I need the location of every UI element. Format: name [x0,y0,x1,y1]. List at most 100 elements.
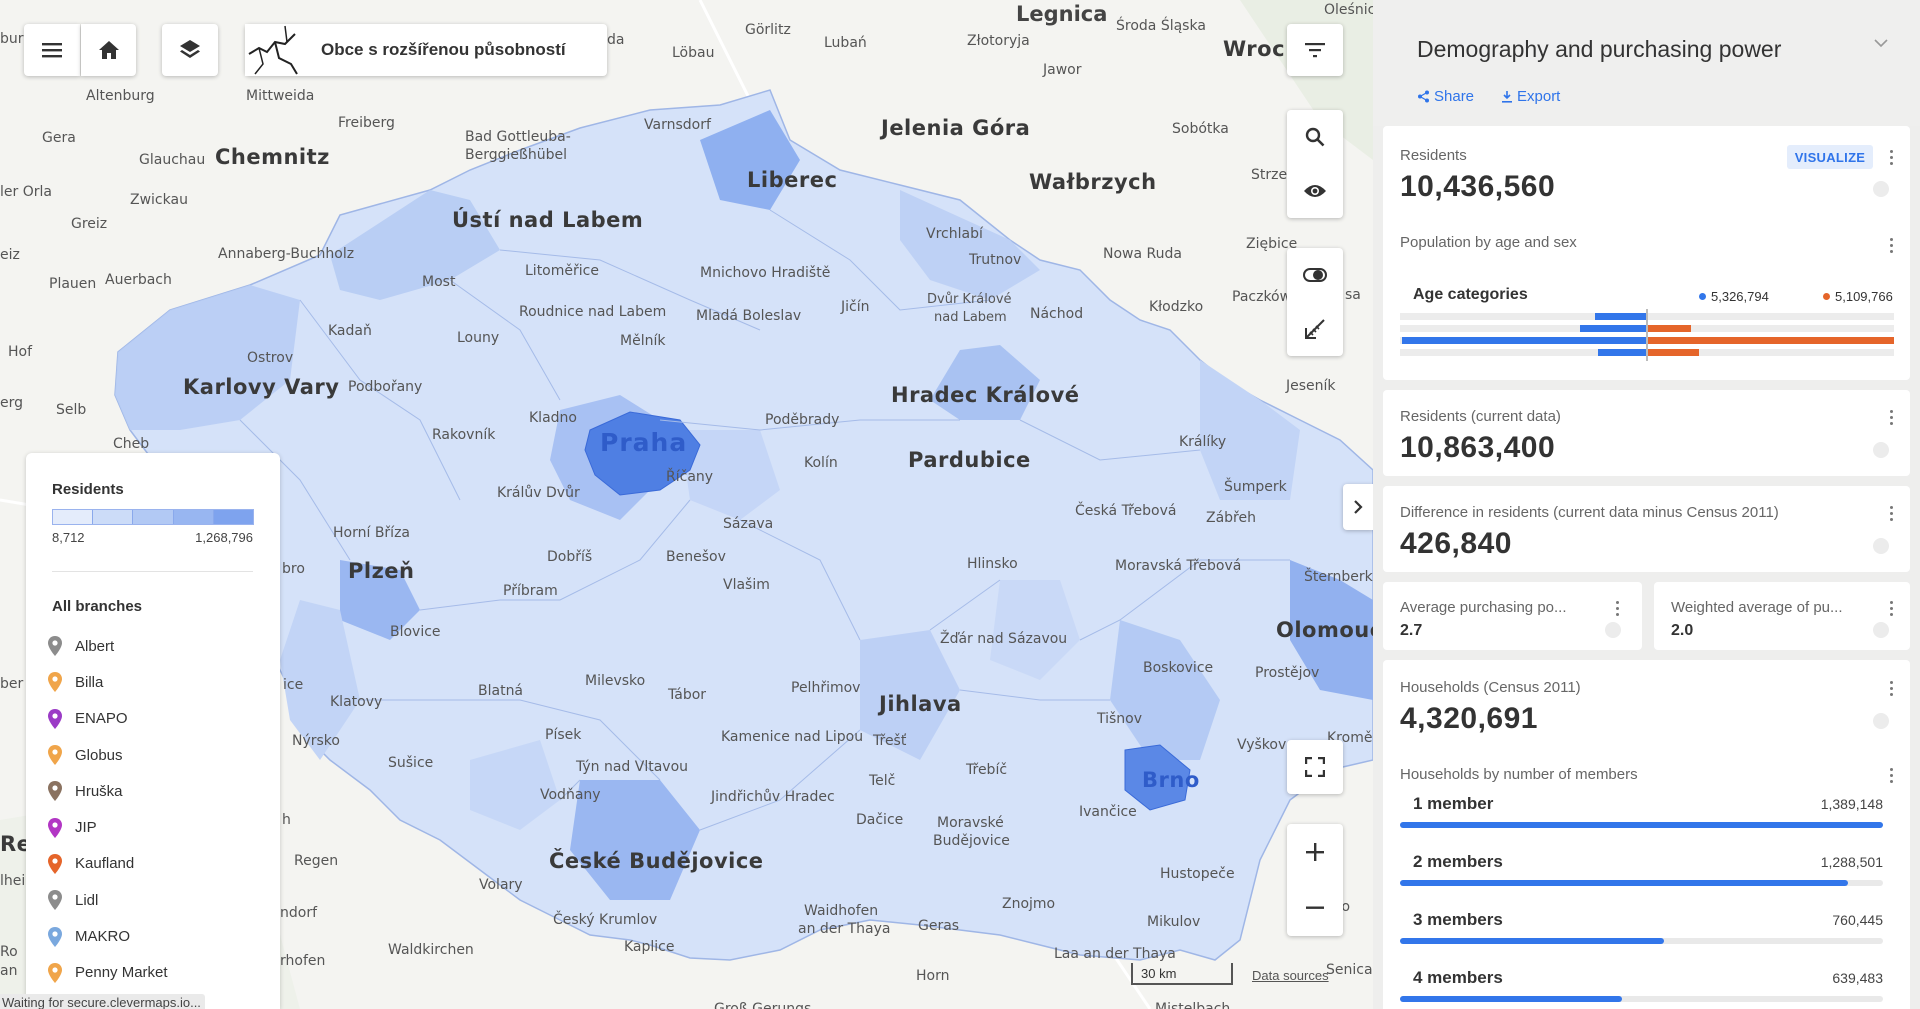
share-button[interactable]: Share [1417,88,1474,105]
home-button[interactable] [81,24,136,76]
panel-collapse-button[interactable] [1343,484,1373,530]
info-toggle[interactable] [1873,442,1889,458]
map-pin-icon [48,708,62,729]
pyramid-bar-female[interactable] [1647,349,1699,356]
map-label: České Budějovice [549,849,764,873]
map-canvas[interactable]: Legnica Środa Śląska Oleśnic Görlitz Lub… [0,0,1373,1009]
branch-item[interactable]: Billa [48,664,168,700]
fullscreen-button[interactable] [1287,740,1343,794]
legend-title: Residents [52,481,124,498]
toggle-button[interactable] [1287,248,1343,302]
measure-button[interactable] [1287,302,1343,356]
pyramid-bar-male[interactable] [1580,325,1647,332]
layers-button[interactable] [162,24,218,76]
branch-name: JIP [75,819,97,837]
more-icon[interactable] [1890,768,1894,786]
map-label: Kamenice nad Lipou [721,729,864,745]
layers-icon [180,40,200,58]
map-label: ler Orla [0,184,52,200]
branch-item[interactable]: MAKRO [48,918,168,954]
map-label: ice [283,677,304,693]
branch-item[interactable]: Globus [48,737,168,773]
search-button[interactable] [1287,110,1343,164]
map-label: Nýrsko [292,733,340,749]
branch-item[interactable]: Lidl [48,882,168,918]
visibility-button[interactable] [1287,164,1343,218]
legend-divider [52,571,253,572]
more-icon[interactable] [1890,506,1894,524]
more-icon[interactable] [1890,681,1894,699]
info-toggle[interactable] [1873,713,1889,729]
download-icon [1502,91,1512,103]
map-label: Legnica [1016,2,1108,26]
map-label: Hradec Králové [891,383,1080,407]
info-toggle[interactable] [1873,622,1889,638]
map-label: Litoměřice [525,263,599,279]
zoom-out-button[interactable] [1287,880,1343,936]
difference-card: Difference in residents (current data mi… [1383,486,1910,572]
branch-item[interactable]: JIP [48,809,168,845]
map-label: rhofen [280,953,326,969]
more-icon[interactable] [1890,601,1894,619]
layer-selector[interactable]: Obce s rozšířenou působností [245,24,607,76]
male-dot-icon [1699,293,1706,300]
branch-item[interactable]: Hruška [48,773,168,809]
region-brno [1124,744,1191,811]
weighted-avg-label: Weighted average of pu... [1671,599,1843,616]
info-toggle[interactable] [1873,181,1889,197]
map-label: Selb [56,402,87,418]
more-icon[interactable] [1890,150,1894,168]
more-icon[interactable] [1616,601,1620,619]
map-label-praha: Praha [600,428,688,457]
plus-icon [1306,843,1324,861]
branch-item[interactable]: ENAPO [48,701,168,737]
map-label: Kłodzko [1149,299,1204,315]
pyramid-bar-female[interactable] [1647,325,1692,332]
map-label: Nowa Ruda [1103,246,1182,262]
map-label: Vyškov [1237,737,1287,753]
map-label: Ro [0,944,18,960]
visualize-button[interactable]: VISUALIZE [1787,145,1873,169]
export-label: Export [1517,88,1561,105]
more-icon[interactable] [1890,238,1894,256]
pyramid-bar-male[interactable] [1597,349,1647,356]
region-praha [584,411,701,496]
eye-icon [1304,185,1326,197]
toggle-icon [1303,268,1327,282]
branch-item[interactable]: Penny Market [48,955,168,991]
map-label: Horní Bříza [333,525,410,541]
map-label: Mittweida [246,88,315,104]
legend-ramp-step [173,510,214,524]
branch-item[interactable]: Kaufland [48,846,168,882]
map-label: Prostějov [1255,665,1320,681]
map-label: Dvůr Králové [927,292,1012,307]
pyramid-bar-female[interactable] [1647,337,1894,344]
map-label: Horn [916,968,950,984]
zoom-in-button[interactable] [1287,824,1343,880]
weighted-avg-value: 2.0 [1671,622,1694,639]
info-toggle[interactable] [1873,538,1889,554]
map-label: Kladno [529,410,577,426]
branch-item[interactable]: Albert [48,628,168,664]
map-label: Týn nad Vltavou [576,759,689,775]
chevron-down-icon[interactable] [1873,38,1889,48]
menu-button[interactable] [24,24,80,76]
pyramid-bar-male[interactable] [1402,337,1647,344]
filter-icon [1305,43,1325,58]
more-icon[interactable] [1890,410,1894,428]
export-button[interactable]: Export [1501,88,1560,105]
filter-button[interactable] [1287,24,1343,76]
info-toggle[interactable] [1605,622,1621,638]
pyramid-bar-male[interactable] [1595,313,1647,320]
legend-max: 1,268,796 [195,530,253,545]
map-label: Mladá Boleslav [696,308,802,324]
map-label: Český Krumlov [553,912,658,928]
map-label: Re [0,832,32,856]
map-label: Zwickau [130,192,188,208]
map-label: Mnichovo Hradiště [700,265,831,281]
map-label: Lubań [824,35,867,51]
hh-row-bar [1400,880,1848,886]
map-label: Žďár nad Sázavou [940,631,1068,647]
data-sources-link[interactable]: Data sources [1252,968,1329,983]
branch-name: Penny Market [75,964,168,982]
